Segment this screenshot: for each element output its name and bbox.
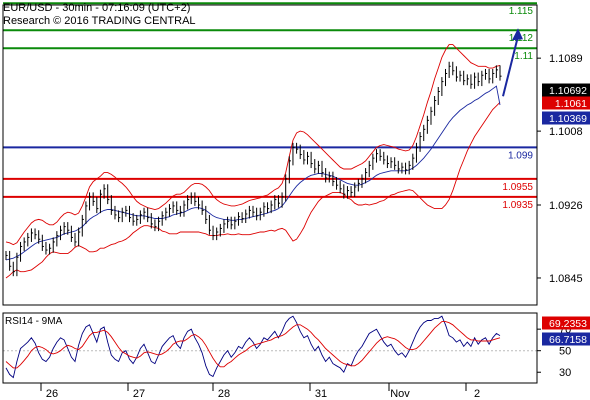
- price-current-label-2-box: [542, 111, 590, 125]
- x-tick-label: 28: [218, 388, 230, 400]
- level-label-1.0955: 1.0955: [502, 182, 533, 193]
- x-tick-label: Nov: [390, 388, 410, 400]
- x-tick-label: 2: [474, 388, 480, 400]
- level-label-1.099: 1.099: [508, 150, 533, 161]
- x-tick-label: 31: [315, 388, 327, 400]
- price-y-tick-label: 1.1008: [549, 126, 583, 138]
- price-current-label-1: 1.1061: [555, 98, 587, 110]
- projection-arrow: [502, 35, 519, 97]
- price-current-label-0-box: [542, 83, 590, 97]
- rsi-panel-frame: [2, 312, 538, 384]
- chart-copyright: Research © 2016 TRADING CENTRAL: [3, 15, 196, 27]
- price-current-label-1-box: [542, 96, 590, 110]
- projection-arrowhead: [512, 28, 523, 41]
- rsi-y-tick-label: 50: [559, 346, 571, 358]
- price-y-tick-label: 1.0926: [549, 200, 583, 212]
- rsi-line: [5, 315, 501, 379]
- price-y-tick-label: 1.1089: [549, 53, 583, 65]
- level-label-1.115: 1.115: [509, 6, 534, 17]
- level-label-1.0935: 1.0935: [502, 200, 533, 211]
- level-label-1.11: 1.11: [514, 51, 533, 62]
- rsi-current-label-0-box: [542, 316, 590, 330]
- x-tick-label: 27: [133, 388, 145, 400]
- price-current-label-0: 1.10692: [549, 85, 587, 97]
- price-panel-frame: [2, 4, 538, 306]
- rsi-panel-title: RSI14 - 9MA: [5, 316, 63, 327]
- chart-title: EUR/USD - 30min - 07:16:09 (UTC+2): [3, 2, 191, 14]
- price-y-tick-label: 1.0845: [549, 273, 583, 285]
- bollinger-upper: [5, 44, 501, 246]
- rsi-current-label-1-box: [542, 332, 590, 346]
- x-tick-label: 26: [46, 388, 58, 400]
- rsi-current-label-1: 66.7158: [549, 334, 587, 346]
- rsi-ma-line: [5, 321, 501, 369]
- rsi-y-tick-label: 30: [559, 367, 571, 379]
- bollinger-lower: [5, 101, 501, 279]
- price-current-label-2: 1.10369: [549, 113, 587, 125]
- rsi-current-label-0: 69.2353: [549, 318, 587, 330]
